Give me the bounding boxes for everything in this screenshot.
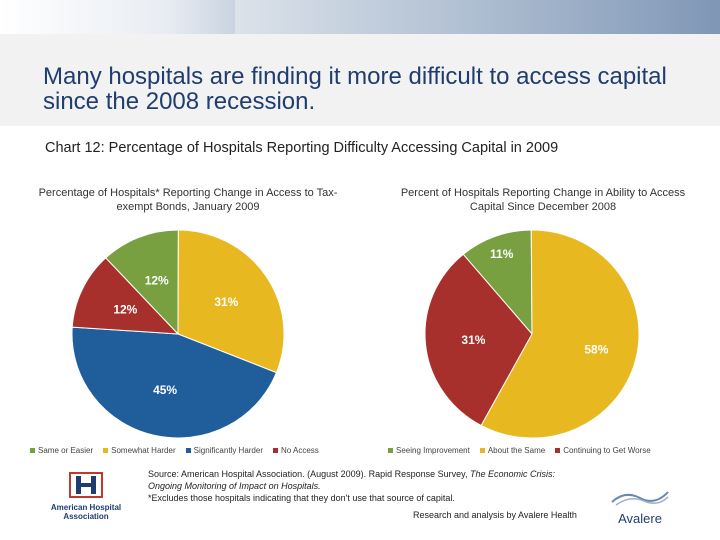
legend-item: Somewhat Harder: [103, 446, 176, 455]
legend-swatch: [30, 448, 35, 453]
aha-logo-text: American Hospital Association: [50, 503, 122, 521]
legend-label: Somewhat Harder: [111, 446, 176, 455]
legend-label: Seeing Improvement: [396, 446, 470, 455]
legend-item: Seeing Improvement: [388, 446, 470, 455]
source-note: Source: American Hospital Association. (…: [148, 468, 588, 504]
legend-label: Significantly Harder: [193, 446, 263, 455]
right-legend: Seeing Improvement About the Same Continui…: [388, 446, 651, 455]
left-legend: Same or Easier Somewhat Harder Significant…: [30, 446, 319, 455]
legend-item: No Access: [273, 446, 319, 455]
source-line-1b: The Economic Crisis: Ongoing Monitoring …: [148, 469, 556, 491]
top-banner-light: [0, 0, 235, 34]
left-chart-title: Percentage of Hospitals* Reporting Chang…: [38, 187, 338, 213]
legend-swatch: [555, 448, 561, 453]
pie-slice-somewhat-harder: [177, 229, 285, 374]
pie-slice-seeing-improvement: [462, 229, 533, 336]
pie-slice-about-the-same: [480, 229, 640, 439]
legend-swatch: [388, 448, 393, 453]
left-pie-chart: 12% 31% 45% 12%: [71, 229, 285, 439]
right-chart-title: Percent of Hospitals Reporting Change in…: [400, 187, 686, 213]
slide-subtitle: Chart 12: Percentage of Hospitals Report…: [45, 140, 559, 156]
top-banner: [0, 0, 720, 34]
legend-item: Same or Easier: [30, 446, 93, 455]
right-pie-chart: 11% 58% 31%: [424, 229, 640, 439]
avalere-logo-text: Avalere: [618, 511, 662, 526]
legend-item: About the Same: [479, 446, 546, 455]
aha-logo: American Hospital Association: [40, 472, 132, 521]
legend-item: Significantly Harder: [185, 446, 263, 455]
legend-item: Continuing to Get Worse: [555, 446, 651, 455]
pie-slice-continuing-to-get-worse: [424, 253, 533, 427]
aha-h-icon: [69, 472, 103, 498]
slice-label: 12%: [145, 274, 169, 288]
slice-label: 31%: [214, 295, 238, 309]
pie-slice-significantly-harder: [71, 326, 278, 439]
legend-label: Same or Easier: [38, 446, 94, 455]
slice-label: 31%: [461, 333, 485, 347]
pie-slice-no-access: [71, 257, 180, 335]
slide-title: Many hospitals are finding it more diffi…: [43, 63, 667, 115]
legend-swatch: [273, 448, 278, 453]
avalere-logo: Avalere: [595, 488, 685, 526]
analysis-credit: Research and analysis by Avalere Health: [413, 510, 577, 520]
source-line-2: *Excludes those hospitals indicating tha…: [148, 493, 455, 503]
slice-label: 11%: [490, 247, 514, 261]
legend-swatch: [479, 448, 485, 453]
legend-swatch: [185, 448, 191, 453]
legend-swatch: [103, 448, 109, 453]
slice-label: 58%: [584, 343, 608, 357]
slice-label: 45%: [153, 383, 177, 397]
legend-label: Continuing to Get Worse: [563, 446, 651, 455]
source-line-1a: Source: American Hospital Association. (…: [148, 469, 468, 479]
title-band: [0, 34, 720, 126]
legend-label: About the Same: [487, 446, 546, 455]
slice-label: 12%: [113, 302, 137, 316]
legend-label: No Access: [281, 446, 319, 455]
pie-slice-same-or-easier: [104, 229, 179, 336]
avalere-wave-icon: [611, 491, 669, 506]
